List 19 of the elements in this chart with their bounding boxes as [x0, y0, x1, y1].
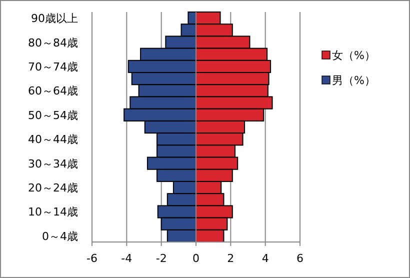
y-tick-label: 70～74歳 [28, 60, 78, 74]
x-tick-label: 0 [192, 252, 200, 265]
y-tick-label: 20～24歳 [28, 182, 78, 195]
y-tick-label: 0～4歳 [42, 230, 78, 243]
x-tick-label: 6 [296, 252, 304, 265]
x-tick-label: -6 [86, 252, 98, 265]
y-tick-label: 10～14歳 [28, 206, 78, 219]
x-tick-label: -2 [156, 252, 167, 265]
x-tick-label: 2 [227, 252, 234, 265]
y-tick-label: 40～44歳 [28, 133, 78, 146]
x-tick-label: 4 [262, 252, 269, 265]
legend-label: 男（%） [332, 74, 376, 87]
legend-label: 女（%） [332, 49, 376, 62]
x-tick-label: -4 [121, 252, 132, 265]
y-tick-label: 50～54歳 [28, 108, 78, 122]
y-tick-label: 60～64歳 [28, 84, 78, 98]
y-tick-label: 30～34歳 [28, 157, 78, 170]
y-tick-label: 80～84歳 [28, 36, 78, 50]
y-tick-label: 90歳以上 [31, 12, 78, 26]
